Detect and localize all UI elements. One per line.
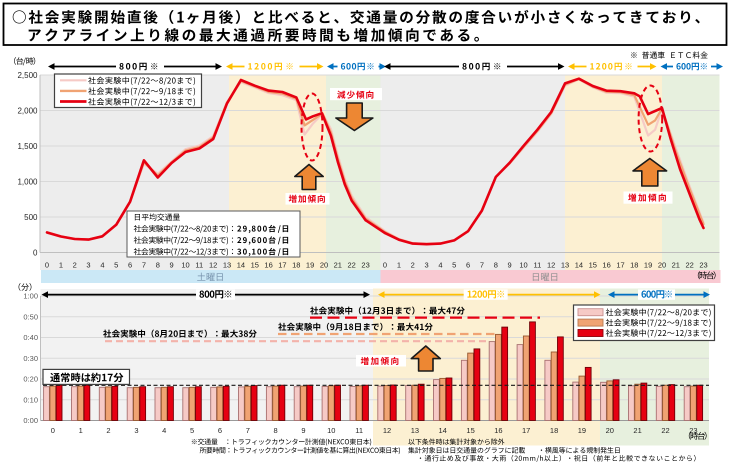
svg-text:1: 1	[79, 426, 83, 435]
svg-text:10: 10	[327, 426, 335, 435]
svg-text:3: 3	[425, 260, 429, 269]
svg-text:13: 13	[561, 260, 569, 269]
svg-text:14: 14	[237, 260, 245, 269]
svg-text:2: 2	[106, 426, 110, 435]
svg-text:10: 10	[519, 260, 527, 269]
svg-text:14: 14	[439, 426, 447, 435]
svg-text:16: 16	[602, 260, 610, 269]
svg-text:1:00: 1:00	[23, 292, 38, 301]
svg-text:19: 19	[578, 426, 586, 435]
svg-text:2,000: 2,000	[17, 106, 38, 115]
svg-text:20: 20	[320, 260, 328, 269]
svg-text:8: 8	[494, 260, 498, 269]
svg-text:20: 20	[606, 426, 614, 435]
svg-text:8: 8	[274, 426, 278, 435]
svg-text:23: 23	[689, 426, 697, 435]
svg-text:9: 9	[508, 260, 512, 269]
svg-text:15: 15	[589, 260, 597, 269]
svg-text:0: 0	[45, 260, 49, 269]
svg-text:22: 22	[661, 426, 669, 435]
svg-text:14: 14	[575, 260, 583, 269]
svg-text:15: 15	[466, 426, 474, 435]
svg-text:20: 20	[658, 260, 666, 269]
svg-text:18: 18	[292, 260, 300, 269]
svg-text:4: 4	[162, 426, 166, 435]
svg-text:0:30: 0:30	[23, 354, 38, 363]
svg-text:18: 18	[550, 426, 558, 435]
svg-text:0: 0	[51, 426, 55, 435]
svg-text:0:20: 0:20	[23, 375, 38, 384]
svg-text:17: 17	[278, 260, 286, 269]
svg-text:0:50: 0:50	[23, 312, 38, 321]
svg-text:9: 9	[301, 426, 305, 435]
svg-text:6: 6	[218, 426, 222, 435]
svg-text:21: 21	[672, 260, 680, 269]
svg-text:6: 6	[466, 260, 470, 269]
svg-text:9: 9	[170, 260, 174, 269]
svg-text:17: 17	[616, 260, 624, 269]
svg-text:2: 2	[73, 260, 77, 269]
svg-text:1,500: 1,500	[17, 142, 38, 151]
svg-text:21: 21	[334, 260, 342, 269]
svg-text:11: 11	[355, 426, 363, 435]
svg-text:6: 6	[128, 260, 132, 269]
svg-text:23: 23	[699, 260, 707, 269]
svg-text:0: 0	[383, 260, 387, 269]
svg-text:7: 7	[142, 260, 146, 269]
svg-text:5: 5	[190, 426, 194, 435]
svg-text:1: 1	[59, 260, 63, 269]
svg-text:19: 19	[644, 260, 652, 269]
svg-text:17: 17	[522, 426, 530, 435]
svg-text:12: 12	[547, 260, 555, 269]
svg-text:3: 3	[86, 260, 90, 269]
svg-text:16: 16	[264, 260, 272, 269]
svg-text:1: 1	[397, 260, 401, 269]
svg-text:0:40: 0:40	[23, 333, 38, 342]
svg-text:7: 7	[246, 426, 250, 435]
svg-text:13: 13	[223, 260, 231, 269]
svg-text:5: 5	[114, 260, 118, 269]
svg-text:22: 22	[348, 260, 356, 269]
svg-text:500: 500	[24, 213, 38, 222]
svg-text:13: 13	[411, 426, 419, 435]
svg-text:12: 12	[383, 426, 391, 435]
svg-text:11: 11	[195, 260, 203, 269]
svg-text:1,000: 1,000	[17, 177, 38, 186]
svg-text:5: 5	[452, 260, 456, 269]
svg-text:18: 18	[630, 260, 638, 269]
svg-text:3: 3	[134, 426, 138, 435]
svg-text:0:10: 0:10	[23, 395, 38, 404]
svg-text:2: 2	[411, 260, 415, 269]
svg-text:22: 22	[686, 260, 694, 269]
svg-text:7: 7	[480, 260, 484, 269]
svg-text:19: 19	[306, 260, 314, 269]
svg-text:8: 8	[156, 260, 160, 269]
svg-text:12: 12	[209, 260, 217, 269]
svg-text:0:00: 0:00	[23, 416, 38, 425]
svg-text:4: 4	[438, 260, 442, 269]
svg-text:11: 11	[534, 260, 542, 269]
svg-text:16: 16	[494, 426, 502, 435]
svg-text:4: 4	[100, 260, 104, 269]
svg-text:2,500: 2,500	[17, 71, 38, 80]
svg-text:21: 21	[633, 426, 641, 435]
svg-text:10: 10	[181, 260, 189, 269]
svg-text:15: 15	[251, 260, 259, 269]
svg-text:0: 0	[33, 248, 38, 257]
svg-text:23: 23	[361, 260, 369, 269]
